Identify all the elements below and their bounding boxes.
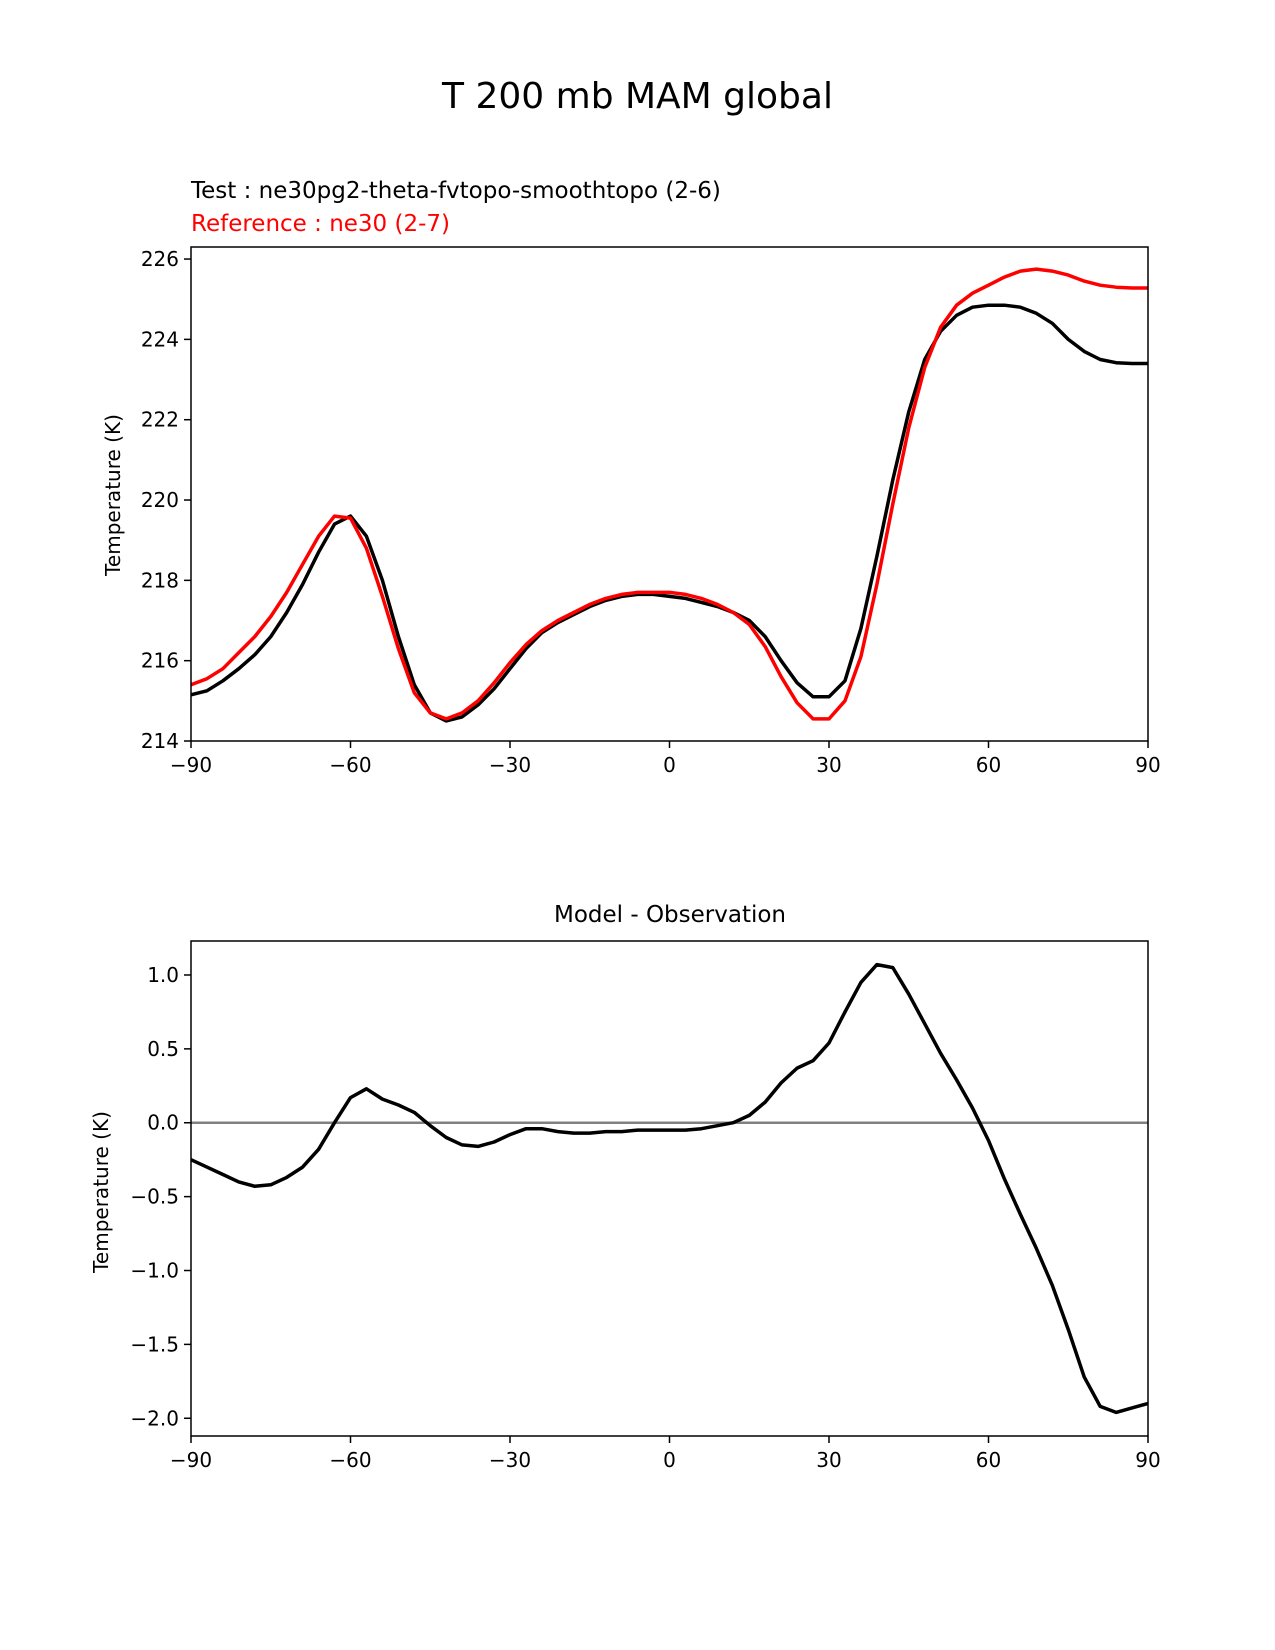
top-x-tick-label: −90 bbox=[170, 753, 212, 777]
bottom-y-tick-label: −0.5 bbox=[130, 1185, 179, 1209]
bottom-y-axis-label: Temperature (K) bbox=[89, 1111, 113, 1274]
reference-label: Reference : ne30 (2-7) bbox=[191, 211, 450, 237]
top-y-tick-label: 226 bbox=[141, 247, 179, 271]
bottom-x-tick-label: −90 bbox=[170, 1448, 212, 1472]
top-y-tick-label: 214 bbox=[141, 729, 179, 753]
top-y-tick-label: 220 bbox=[141, 488, 179, 512]
bottom-plot-frame bbox=[190, 940, 1149, 1437]
top-x-tick-label: −60 bbox=[329, 753, 371, 777]
top-x-tick-label: −30 bbox=[489, 753, 531, 777]
bottom-panel: Model - Observation Temperature (K) −90−… bbox=[89, 902, 1161, 1472]
bottom-x-tick-label: −60 bbox=[329, 1448, 371, 1472]
top-x-tick-label: 90 bbox=[1135, 753, 1160, 777]
bottom-plot-marks bbox=[190, 962, 1149, 1415]
top-panel: Test : ne30pg2-theta-fvtopo-smoothtopo (… bbox=[101, 178, 1161, 777]
bottom-x-tick-label: 0 bbox=[663, 1448, 676, 1472]
figure-title: T 200 mb MAM global bbox=[441, 76, 833, 117]
top-y-tick-label: 224 bbox=[141, 327, 179, 351]
top-x-tick-label: 0 bbox=[663, 753, 676, 777]
bottom-x-tick-label: 90 bbox=[1135, 1448, 1160, 1472]
top-x-tick-label: 30 bbox=[816, 753, 841, 777]
top-y-tick-label: 216 bbox=[141, 649, 179, 673]
bottom-x-tick-label: −30 bbox=[489, 1448, 531, 1472]
bottom-x-tick-label: 60 bbox=[976, 1448, 1001, 1472]
top-reference-line bbox=[190, 267, 1148, 721]
bottom-y-tick-label: 0.0 bbox=[147, 1111, 179, 1135]
bottom-axes: −90 −60 −30 0 30 60 90 −2.0 −1.5 −1.0 −0.5 0.0 0.5 1.… bbox=[130, 940, 1161, 1472]
bottom-y-tick-label: 1.0 bbox=[147, 963, 179, 987]
bottom-y-tick-label: −2.0 bbox=[130, 1406, 179, 1430]
top-y-tick-label: 222 bbox=[141, 408, 179, 432]
top-plot-marks bbox=[190, 267, 1148, 723]
bottom-difference-line bbox=[190, 962, 1149, 1415]
top-x-tick-label: 60 bbox=[976, 753, 1001, 777]
top-y-axis-label: Temperature (K) bbox=[101, 414, 125, 577]
bottom-y-tick-label: −1.5 bbox=[130, 1332, 179, 1356]
top-axes: −90 −60 −30 0 30 60 90 214 216 218 220 222 224 226 bbox=[141, 246, 1161, 777]
top-plot-frame bbox=[190, 246, 1149, 742]
bottom-plot-title: Model - Observation bbox=[554, 902, 786, 928]
bottom-y-tick-label: 0.5 bbox=[147, 1037, 179, 1061]
test-label: Test : ne30pg2-theta-fvtopo-smoothtopo (… bbox=[190, 178, 721, 204]
top-y-tick-label: 218 bbox=[141, 568, 179, 592]
bottom-y-tick-label: −1.0 bbox=[130, 1259, 179, 1283]
top-test-line bbox=[190, 303, 1148, 723]
bottom-x-tick-label: 30 bbox=[816, 1448, 841, 1472]
